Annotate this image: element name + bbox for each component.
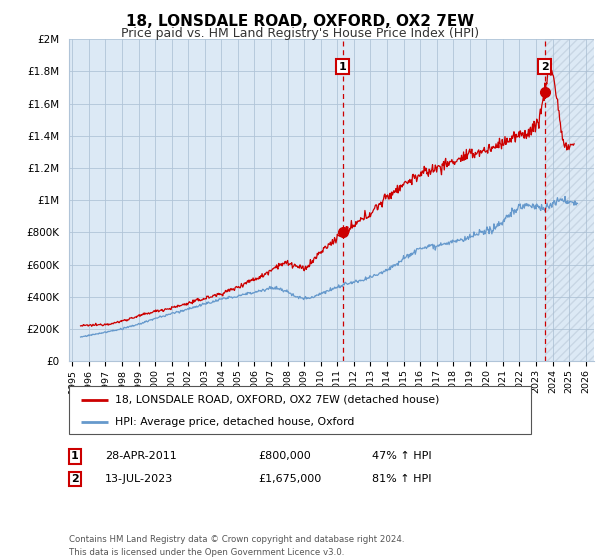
Text: HPI: Average price, detached house, Oxford: HPI: Average price, detached house, Oxfo…: [115, 417, 355, 427]
Text: £800,000: £800,000: [258, 451, 311, 461]
Text: £1,675,000: £1,675,000: [258, 474, 321, 484]
Text: 13-JUL-2023: 13-JUL-2023: [105, 474, 173, 484]
Text: 2: 2: [541, 62, 548, 72]
Text: Price paid vs. HM Land Registry's House Price Index (HPI): Price paid vs. HM Land Registry's House …: [121, 27, 479, 40]
Text: 81% ↑ HPI: 81% ↑ HPI: [372, 474, 431, 484]
FancyBboxPatch shape: [69, 386, 531, 434]
Text: 28-APR-2011: 28-APR-2011: [105, 451, 177, 461]
Text: 1: 1: [71, 451, 79, 461]
Text: 18, LONSDALE ROAD, OXFORD, OX2 7EW (detached house): 18, LONSDALE ROAD, OXFORD, OX2 7EW (deta…: [115, 395, 440, 405]
Text: 1: 1: [339, 62, 347, 72]
Text: 47% ↑ HPI: 47% ↑ HPI: [372, 451, 431, 461]
Text: 2: 2: [71, 474, 79, 484]
Text: 18, LONSDALE ROAD, OXFORD, OX2 7EW: 18, LONSDALE ROAD, OXFORD, OX2 7EW: [126, 14, 474, 29]
Text: Contains HM Land Registry data © Crown copyright and database right 2024.
This d: Contains HM Land Registry data © Crown c…: [69, 535, 404, 557]
